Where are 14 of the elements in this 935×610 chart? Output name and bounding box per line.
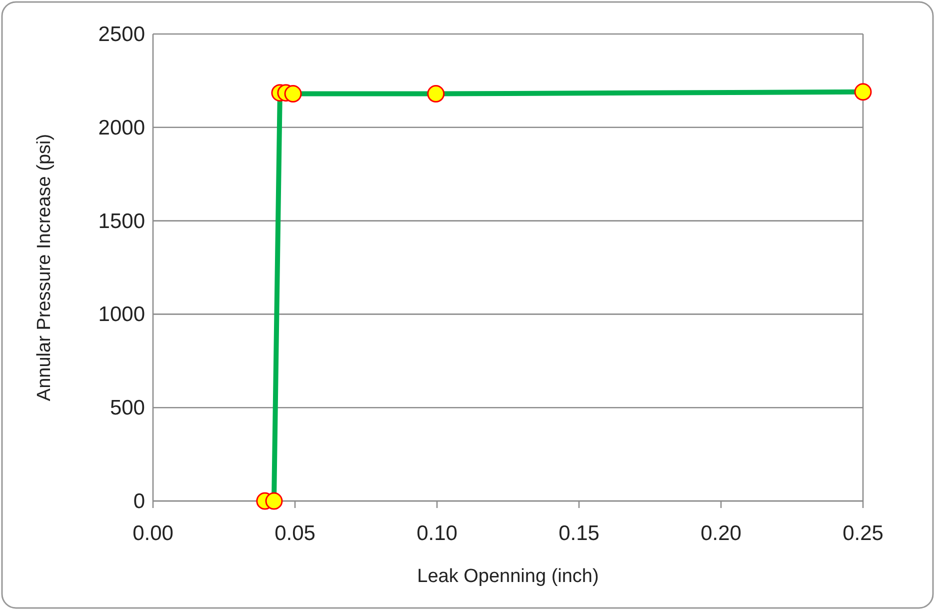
y-tick-label: 500 — [110, 396, 145, 420]
y-axis-title: Annular Pressure Increase (psi) — [34, 134, 55, 402]
y-tick-label: 2000 — [98, 116, 145, 140]
y-tick-label: 2500 — [98, 23, 145, 46]
x-tick-label: 0.00 — [132, 522, 174, 545]
x-tick-label: 0.25 — [842, 522, 884, 545]
x-tick-label: 0.15 — [558, 522, 600, 545]
x-axis-title: Leak Openning (inch) — [417, 566, 599, 587]
x-tick-label: 0.05 — [274, 522, 316, 545]
y-tick-label: 0 — [133, 490, 145, 513]
y-tick-label: 1500 — [98, 210, 145, 233]
x-tick-label: 0.10 — [416, 522, 458, 545]
y-tick-label: 1000 — [98, 303, 145, 326]
x-tick-label: 0.20 — [700, 522, 742, 545]
